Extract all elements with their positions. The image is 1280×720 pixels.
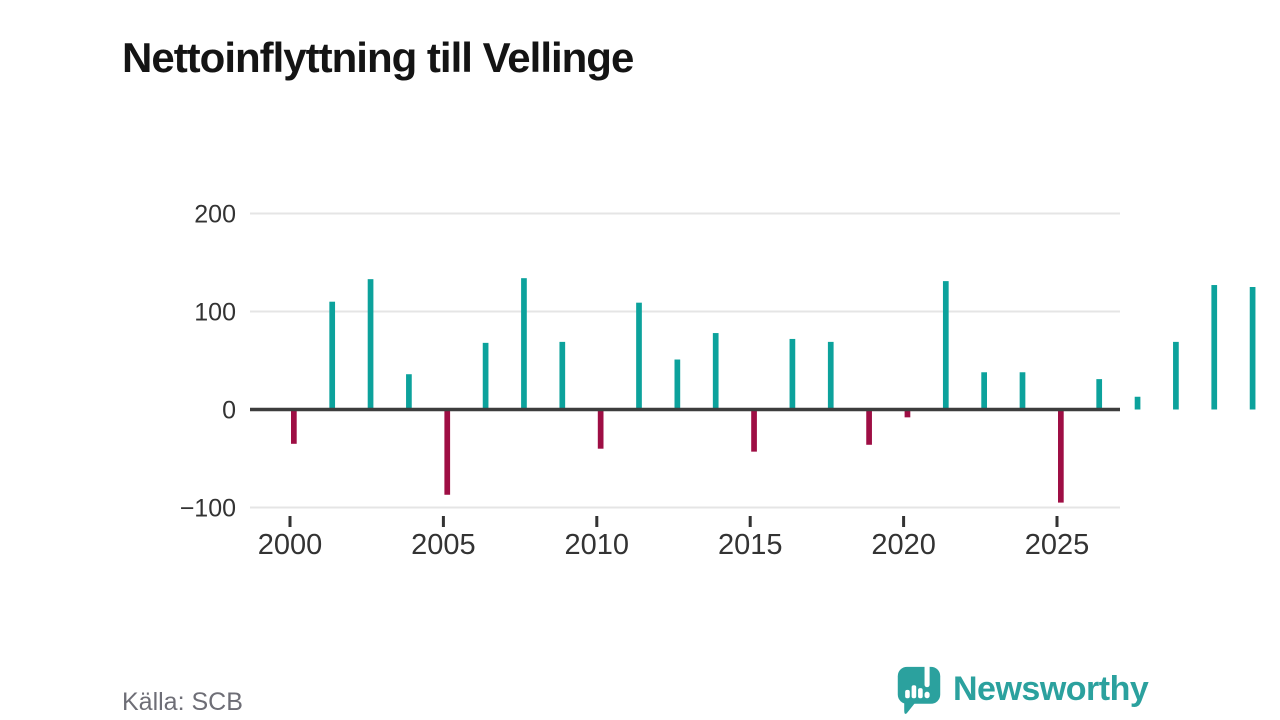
bar-2001-q3 [521,278,527,410]
bar-2004-q4 [1019,372,1026,410]
newsworthy-logo: Newsworthy [895,663,1149,715]
y-axis-label-−100: −100 [180,495,236,523]
x-axis-label-2025: 2025 [1025,529,1090,561]
bar-2002-q3 [674,359,681,410]
bar-2001-q1 [444,409,451,495]
bar-2003-q4 [866,409,872,445]
bar-2000-q4 [406,374,412,410]
bar-2005-q1 [1058,409,1064,503]
bar-2000-q3 [367,279,374,410]
bar-2005-q3 [1134,396,1141,410]
bar-2004-q2 [942,281,949,410]
x-axis-label-2010: 2010 [565,529,630,561]
page-title: Nettoinflyttning till Vellinge [122,34,634,82]
x-axis-label-2020: 2020 [871,529,936,561]
bar-2001-q2 [482,342,489,410]
bar-2000-q1 [291,409,297,444]
bar-2005-q2 [1096,379,1103,410]
bar-2006-q1 [1211,285,1218,410]
source-note: Källa: SCB [122,688,243,716]
x-axis-label-2005: 2005 [411,529,476,561]
bar-2003-q1 [751,409,757,452]
y-axis-label-100: 100 [194,299,236,327]
newsworthy-wordmark: Newsworthy [953,669,1149,708]
bar-2002-q1 [597,409,604,449]
bar-2001-q4 [559,341,566,410]
bar-2006-q2 [1249,287,1256,410]
x-axis-label-2015: 2015 [718,529,783,561]
bar-2004-q3 [981,372,987,410]
bar-2003-q3 [827,341,834,410]
x-axis-label-2000: 2000 [258,529,323,561]
y-axis-label-200: 200 [194,201,236,229]
bar-2005-q4 [1173,341,1179,410]
speech-bubble-bar-chart-icon [897,663,941,714]
bar-2003-q2 [789,338,796,410]
bar-2002-q2 [636,302,642,410]
y-axis-label-0: 0 [222,397,236,425]
bar-2004-q1 [904,409,911,418]
bar-2000-q2 [329,301,336,410]
bar-2002-q4 [712,333,719,410]
